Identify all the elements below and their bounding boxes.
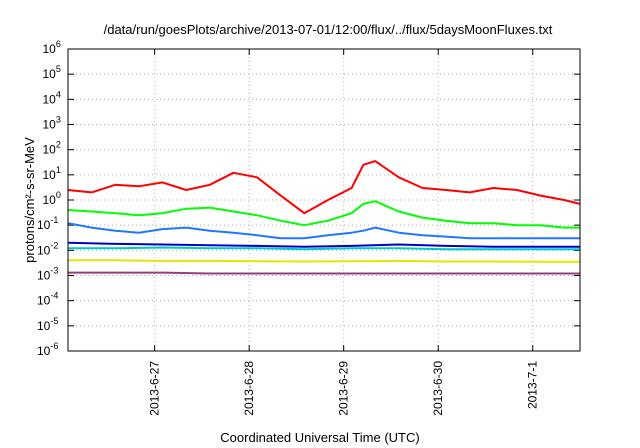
y-tick-label: 106	[43, 39, 61, 56]
series-line-1	[67, 160, 581, 215]
series-line-7	[68, 271, 580, 275]
y-tick-label: 103	[43, 115, 61, 132]
y-tick-label: 105	[43, 64, 61, 81]
chart-title: /data/run/goesPlots/archive/2013-07-01/1…	[104, 22, 553, 37]
grid-lines	[68, 49, 580, 351]
x-axis-label: Coordinated Universal Time (UTC)	[220, 430, 419, 445]
y-tick-label: 10-6	[37, 341, 58, 358]
y-tick-label: 100	[43, 190, 61, 207]
series-line-2	[67, 200, 580, 229]
x-tick-label: 2013-6-29	[337, 361, 351, 416]
series-line-3	[67, 222, 580, 240]
y-tick-labels: 10-6 10-5 10-4 10-3 10-2 10-1 100 101 102 103 104 1…	[37, 39, 61, 358]
series-layer	[67, 160, 581, 275]
x-tick-labels: 2013-6-27 2013-6-28 2013-6-29 2013-6-30 2013…	[148, 361, 540, 416]
series-line-6	[68, 259, 580, 263]
x-tick-label: 2013-7-1	[526, 361, 540, 409]
plot-frame	[67, 48, 581, 352]
y-tick-label: 101	[43, 165, 61, 182]
x-tick-label: 2013-6-30	[431, 361, 445, 416]
x-tick-marks	[154, 49, 534, 351]
y-tick-label: 104	[43, 89, 61, 106]
y-tick-label: 10-4	[37, 291, 58, 308]
y-tick-label: 10-5	[37, 316, 58, 333]
y-tick-label: 10-3	[37, 266, 58, 283]
x-tick-label: 2013-6-27	[148, 361, 162, 416]
y-tick-label: 10-1	[37, 215, 58, 232]
y-tick-label: 10-2	[37, 240, 58, 257]
series-line-5	[67, 241, 580, 248]
y-tick-label: 102	[43, 140, 61, 157]
x-tick-label: 2013-6-28	[242, 361, 256, 416]
y-axis-label: protons/cm²-s-sr-MeV	[22, 137, 37, 263]
series-line-4	[68, 246, 580, 251]
